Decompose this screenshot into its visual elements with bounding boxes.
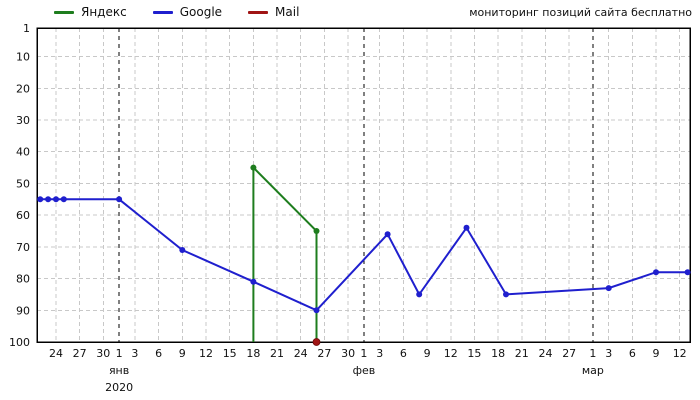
x-tick-label: 12 [199,347,213,360]
google-line-swatch [152,10,173,14]
series-google-point[interactable] [313,307,320,314]
x-tick-label: 1 [116,347,123,360]
x-tick-label: 21 [270,347,284,360]
legend-label-mail: Mail [275,5,300,19]
series-google-point[interactable] [503,291,509,298]
x-tick-label: 6 [629,347,636,360]
x-tick-label: 18 [491,347,505,360]
x-tick-label: 24 [539,347,553,360]
legend-item-google[interactable]: Google [152,5,223,19]
x-tick-label: 15 [467,347,481,360]
series-google-point[interactable] [384,231,391,238]
x-tick-label: 3 [605,347,612,360]
y-tick-label: 10 [16,51,30,64]
x-tick-label: 27 [562,347,576,360]
series-google-point[interactable] [45,196,52,203]
x-tick-label: 21 [515,347,529,360]
x-tick-label: 6 [155,347,162,360]
series-google-point[interactable] [684,269,691,276]
series-google-point[interactable] [60,196,67,203]
x-tick-label: 18 [246,347,260,360]
y-tick-label: 50 [16,177,30,190]
legend-item-yandex[interactable]: Яндекс [54,5,127,19]
y-tick-label: 20 [16,82,30,95]
series-mail-point[interactable] [312,338,321,346]
x-tick-label: 12 [673,347,687,360]
legend-item-mail[interactable]: Mail [248,5,299,19]
x-tick-label: 30 [341,347,355,360]
x-tick-label: 24 [294,347,308,360]
x-tick-label: 12 [444,347,458,360]
y-tick-label: 30 [16,114,30,127]
x-tick-label: 9 [653,347,660,360]
month-label: янв [109,364,129,377]
series-yandex-line [252,165,318,342]
month-label: фев [353,364,376,377]
x-tick-label: 24 [49,347,63,360]
series-google-point[interactable] [116,196,123,203]
legend-label-yandex: Яндекс [81,5,127,19]
y-tick-label: 80 [16,273,30,286]
series-google-point[interactable] [179,247,186,253]
y-tick-label: 60 [16,209,30,222]
series-google-point[interactable] [653,269,659,276]
y-tick-label: 70 [16,241,30,254]
page-title: мониторинг позиций сайта бесплатно [469,5,692,19]
series-google-point[interactable] [250,278,257,285]
x-tick-label: 1 [589,347,596,360]
series-yandex-point[interactable] [250,164,257,171]
yandex-line-swatch [54,10,74,14]
y-tick-label: 100 [9,336,30,349]
chart-header: Яндекс Google Mail мониторинг позиций са… [54,5,692,19]
x-tick-label: 3 [376,347,383,360]
mail-line-swatch [248,10,269,14]
y-tick-label: 40 [16,146,30,159]
x-tick-label: 15 [223,347,237,360]
series-google-point[interactable] [416,291,423,298]
plot-border [36,27,691,343]
x-tick-label: 9 [424,347,431,360]
series-yandex-point[interactable] [313,228,320,234]
y-tick-label: 90 [16,304,30,317]
x-tick-label: 1 [360,347,367,360]
series-google-point[interactable] [37,196,44,203]
month-label: мар [582,364,604,377]
chart-legend: Яндекс Google Mail [54,5,299,19]
x-tick-label: 27 [317,347,331,360]
legend-label-google: Google [179,5,223,19]
series-google-point[interactable] [53,196,59,203]
series-google-point[interactable] [463,224,470,231]
x-tick-label: 3 [131,347,138,360]
x-tick-label: 27 [73,347,87,360]
x-tick-label: 6 [400,347,407,360]
series-google-point[interactable] [605,285,612,292]
x-tick-label: 9 [179,347,186,360]
year-label: 2020 [105,381,133,394]
x-tick-label: 30 [96,347,110,360]
y-tick-label: 1 [23,22,30,35]
